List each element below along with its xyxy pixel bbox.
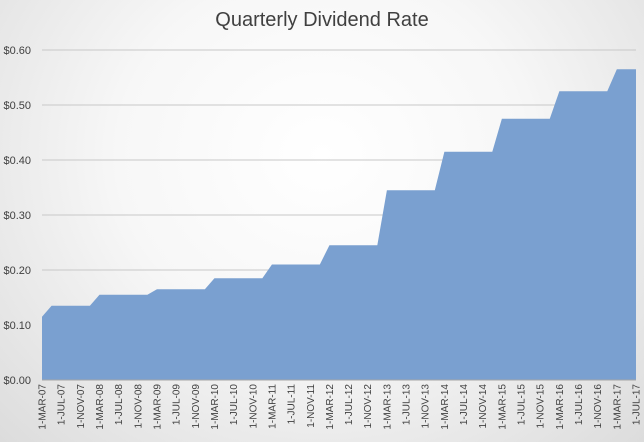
x-tick-label: 1-MAR-09 [152,384,163,430]
x-tick-label: 1-JUL-12 [344,384,355,426]
x-tick-label: 1-JUL-13 [402,384,413,426]
x-tick-label: 1-MAR-08 [95,384,106,430]
x-tick-label: 1-MAR-15 [497,384,508,430]
x-tick-label: 1-JUL-07 [57,384,68,426]
x-tick-label: 1-JUL-09 [172,384,183,426]
x-tick-label: 1-MAR-13 [382,384,393,430]
x-tick-label: 1-MAR-12 [325,384,336,430]
x-tick-label: 1-NOV-16 [593,384,604,429]
x-tick-label: 1-NOV-09 [191,384,202,429]
x-tick-label: 1-MAR-07 [38,384,49,430]
x-tick-label: 1-NOV-10 [248,384,259,429]
x-tick-label: 1-NOV-15 [536,384,547,429]
x-tick-label: 1-NOV-14 [478,384,489,429]
x-tick-label: 1-MAR-17 [612,384,623,430]
y-tick-label: $0.10 [3,320,31,332]
dividend-rate-area [42,69,636,380]
x-tick-label: 1-NOV-11 [306,384,317,428]
y-tick-label: $0.60 [3,45,31,57]
x-tick-label: 1-JUL-17 [632,384,643,426]
x-tick-label: 1-MAR-14 [440,384,451,430]
x-tick-label: 1-JUL-08 [114,384,125,426]
y-tick-label: $0.40 [3,155,31,167]
x-tick-label: 1-JUL-10 [229,384,240,426]
y-tick-label: $0.00 [3,375,31,387]
x-tick-label: 1-NOV-12 [363,384,374,429]
x-tick-label: 1-JUL-15 [517,384,528,426]
x-tick-label: 1-MAR-16 [555,384,566,430]
x-tick-label: 1-JUL-16 [574,384,585,426]
x-tick-label: 1-NOV-07 [76,384,87,429]
x-axis: 1-MAR-07 1-JUL-07 1-NOV-07 1-MAR-08 1-JUL-08… [38,384,643,430]
plot-area [42,69,636,381]
x-tick-label: 1-JUL-14 [459,384,470,426]
x-tick-label: 1-JUL-11 [287,384,298,425]
x-tick-label: 1-MAR-10 [210,384,221,430]
x-tick-label: 1-NOV-13 [421,384,432,429]
x-tick-label: 1-NOV-08 [133,384,144,429]
y-axis: $0.00 $0.10 $0.20 $0.30 $0.40 $0.50 $0.60 [3,45,31,387]
y-tick-label: $0.20 [3,265,31,277]
y-tick-label: $0.50 [3,100,31,112]
x-tick-label: 1-MAR-11 [267,384,278,429]
chart-title: Quarterly Dividend Rate [215,9,428,31]
y-tick-label: $0.30 [3,210,31,222]
